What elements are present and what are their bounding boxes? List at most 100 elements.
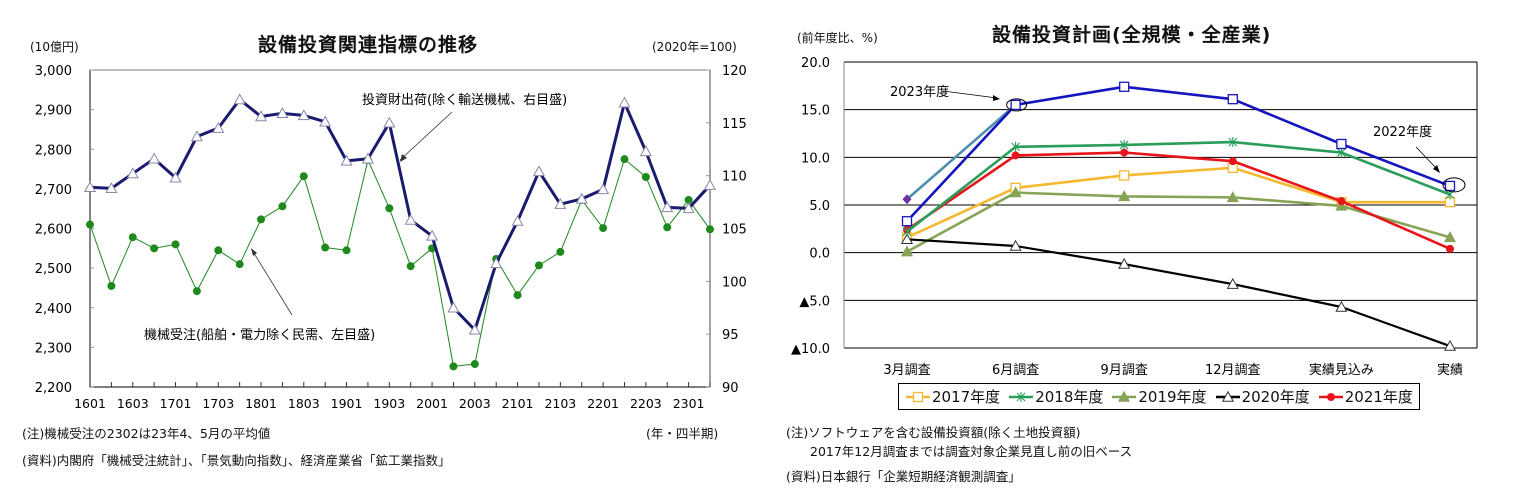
- data-point: [105, 182, 118, 194]
- data-point: [661, 201, 674, 213]
- series-2022: [901, 81, 1456, 227]
- data-point: [214, 246, 223, 255]
- legend-label: 2021年度: [1344, 388, 1413, 406]
- right-axis-unit: (2020年=100): [652, 40, 737, 54]
- legend-item: 2018年度: [1008, 386, 1103, 407]
- left-y-tick-label: 2,900: [35, 104, 72, 119]
- annotation-arrowhead: [993, 95, 1000, 101]
- y-tick-label: 5.0: [809, 199, 830, 214]
- x-tick-label: 1603: [117, 396, 149, 411]
- data-point: [618, 96, 631, 108]
- series-line: [906, 103, 1017, 201]
- data-point: [1118, 257, 1131, 269]
- left-note: (注)機械受注の2302は23年4、5月の平均値: [22, 426, 271, 441]
- annotation-machinery-orders: 機械受注(船舶・電力除く民需、左目盛): [144, 327, 375, 343]
- data-point: [900, 245, 914, 257]
- data-point: [361, 152, 374, 164]
- left-y-tick-label: 2,700: [35, 183, 72, 198]
- data-point: [340, 154, 353, 166]
- legend-marker: [1326, 392, 1335, 401]
- series-line: [906, 140, 1451, 233]
- left-axis-unit: (10億円): [30, 40, 79, 54]
- annotation-arrow: [399, 111, 453, 161]
- data-point: [1337, 197, 1346, 206]
- left-chart-panel: (10億円) 設備投資関連指標の推移 (2020年=100) 2,200 2,30…: [22, 34, 747, 468]
- annotation-arrow: [1415, 146, 1439, 171]
- data-point: [513, 291, 522, 300]
- data-point: [150, 244, 159, 253]
- x-tick-label: 1601: [74, 396, 106, 411]
- x-tick-label: 1803: [288, 396, 320, 411]
- right-y-tick-label: 115: [722, 117, 747, 132]
- annotation-arrowhead: [400, 154, 407, 162]
- y-tick-label: 20.0: [801, 56, 830, 71]
- x-tick-label: 2203: [630, 396, 662, 411]
- data-point: [276, 107, 289, 119]
- legend-item: 2021年度: [1318, 386, 1413, 407]
- data-point: [404, 213, 417, 225]
- series-line: [906, 85, 1451, 223]
- data-point: [190, 130, 203, 142]
- left-y-tick-label: 2,600: [35, 223, 72, 238]
- data-point: [192, 287, 201, 296]
- data-point: [682, 202, 695, 214]
- left-y-tick-label: 2,800: [35, 143, 72, 158]
- data-point: [639, 145, 652, 157]
- left-chart-title: 設備投資関連指標の推移: [258, 34, 479, 56]
- x-tick-label: 実績見込み: [1309, 362, 1374, 378]
- data-point: [534, 261, 543, 270]
- y-tick-label: 0.0: [809, 247, 830, 262]
- data-point: [556, 247, 565, 256]
- data-point: [1119, 81, 1130, 92]
- annotation-2023: 2023年度: [890, 84, 949, 100]
- data-point: [342, 246, 351, 255]
- data-point: [1009, 239, 1022, 251]
- data-point: [1443, 231, 1457, 243]
- data-point: [383, 116, 396, 128]
- legend-swatch-icon: [1318, 392, 1343, 401]
- data-point: [902, 194, 912, 205]
- left-chart-svg: 2,200 2,300 2,400 2,500 2,600 2,700 2,800 2,900…: [35, 64, 747, 411]
- data-point: [449, 362, 458, 371]
- data-point: [86, 220, 94, 229]
- left-y-tick-label: 2,200: [35, 381, 72, 396]
- legend-label: 2020年度: [1241, 388, 1310, 406]
- data-point: [1228, 157, 1237, 166]
- data-point: [1119, 139, 1129, 150]
- data-point: [447, 301, 460, 313]
- legend-marker: [1118, 390, 1131, 402]
- data-point: [148, 152, 161, 164]
- data-point: [511, 214, 524, 226]
- data-point: [319, 115, 332, 127]
- data-point: [171, 240, 180, 249]
- highlight-ellipse-2022: [1442, 177, 1466, 193]
- x-tick-label: 1801: [245, 396, 277, 411]
- legend-label: 2017年度: [932, 388, 1001, 406]
- y-tick-label: 15.0: [801, 104, 830, 119]
- data-point: [575, 192, 588, 204]
- right-note-1: (注)ソフトウェアを含む設備投資額(除く土地投資額): [786, 425, 1081, 440]
- annotation-2022: 2022年度: [1373, 124, 1432, 140]
- left-y-tick-label: 3,000: [35, 64, 72, 79]
- data-point: [126, 167, 139, 179]
- data-point: [299, 172, 308, 181]
- data-point: [128, 233, 137, 242]
- series-2019: [900, 186, 1457, 257]
- x-tick-label: 3月調査: [883, 363, 930, 378]
- data-point: [1011, 151, 1020, 160]
- data-point: [1335, 199, 1348, 211]
- data-point: [1010, 99, 1021, 111]
- x-tick-label: 12月調査: [1205, 363, 1261, 378]
- right-y-tick-label: 90: [722, 381, 739, 396]
- data-point: [1011, 141, 1020, 152]
- x-tick-label: 1703: [202, 396, 234, 411]
- data-point: [1337, 147, 1346, 158]
- data-point: [297, 109, 310, 121]
- data-point: [1443, 339, 1457, 351]
- data-point: [385, 204, 394, 213]
- legend-item: 2020年度: [1215, 386, 1310, 407]
- x-tick-label: 9月調査: [1101, 363, 1148, 378]
- data-point: [1336, 138, 1347, 150]
- data-point: [254, 110, 268, 122]
- series-line: [89, 98, 712, 332]
